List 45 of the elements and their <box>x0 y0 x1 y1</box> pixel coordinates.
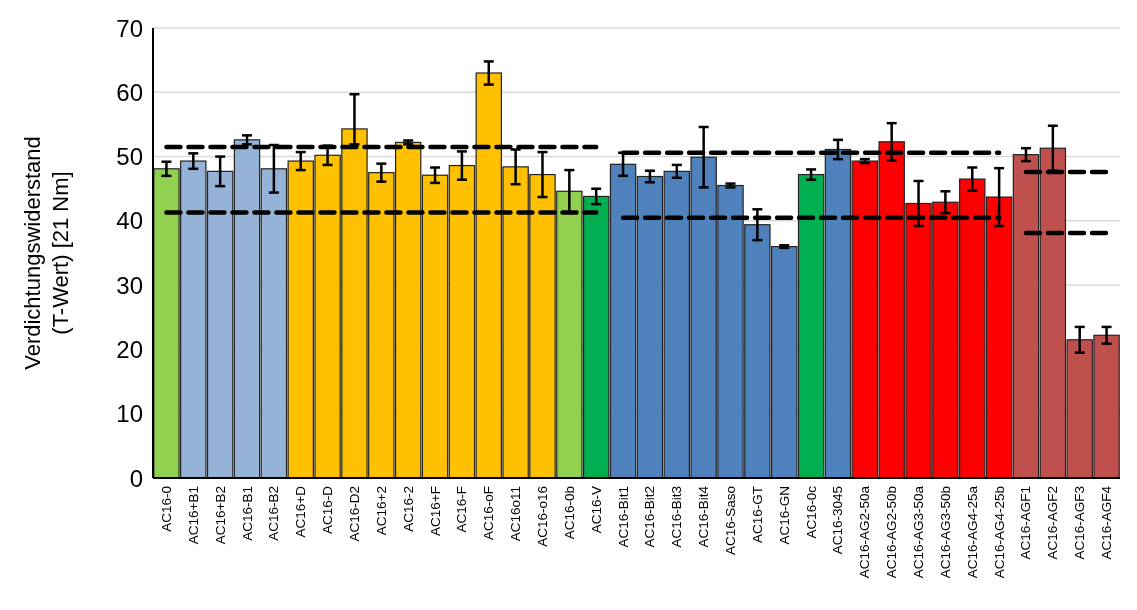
x-tick-label: AC16-AG3-50b <box>937 486 953 579</box>
x-tick-label: AC16+B2 <box>212 486 228 545</box>
x-tick-label: AC16-B2 <box>266 486 282 541</box>
x-tick-label: AC16-D2 <box>346 486 362 542</box>
x-tick-label: AC16-AG4-25b <box>991 486 1007 579</box>
x-tick-label: AC16-AG3-50a <box>911 485 927 579</box>
x-tick-label: AC16-2 <box>400 486 416 532</box>
y-tick-label: 70 <box>116 14 143 42</box>
x-tick-label: AC16-AG4-25a <box>964 485 980 579</box>
x-tick-label: AC16-AGF3 <box>1072 486 1088 560</box>
x-tick-label: AC16+D <box>293 485 309 538</box>
x-tick-label: AC16-B1 <box>239 486 255 541</box>
y-tick-label: 40 <box>116 207 143 235</box>
x-tick-label: AC16-AGF1 <box>1018 486 1034 560</box>
x-tick-label: AC16-F <box>454 486 470 533</box>
x-tick-label: AC16-AGF2 <box>1045 486 1061 560</box>
x-tick-label: AC16-Saso <box>723 486 739 556</box>
x-tick-label: AC16-Bit4 <box>696 485 712 548</box>
x-tick-label: AC16+B1 <box>185 486 201 545</box>
x-tick-label: AC16-V <box>588 486 604 534</box>
x-tick-label: AC16-AG2-50a <box>857 485 873 579</box>
x-tick-label: AC16-GT <box>749 486 765 544</box>
x-tick-label: AC16-Bit1 <box>615 486 631 548</box>
x-tick-label: AC16-AG2-50b <box>884 486 900 579</box>
x-tick-label: AC16-0b <box>561 486 577 540</box>
x-tick-label: AC16o11 <box>508 486 524 542</box>
x-tick-label: AC16-0 <box>158 486 174 532</box>
y-tick-label: 50 <box>116 143 143 171</box>
y-axis-title: Verdichtungswiderstand (T-Wert) [21 Nm] <box>20 136 73 370</box>
y-tick-label: 0 <box>129 464 143 492</box>
x-tick-label: AC16-GN <box>776 486 792 545</box>
x-tick-label: AC16-D <box>320 485 336 535</box>
x-tick-label: AC16+2 <box>373 486 389 536</box>
x-tick-label: AC16-Bit3 <box>669 486 685 548</box>
y-tick-label: 20 <box>116 335 143 363</box>
y-tick-label: 60 <box>116 78 143 106</box>
x-tick-label: AC16-Bit2 <box>642 486 658 548</box>
y-tick-label: 30 <box>116 271 143 299</box>
x-tick-label: AC16-o16 <box>534 486 550 547</box>
y-tick-label: 10 <box>116 400 143 428</box>
x-tick-label: AC16+F <box>427 486 443 536</box>
x-tick-label: AC16-oF <box>481 486 497 541</box>
x-tick-label: AC16-0c <box>803 485 819 539</box>
x-tick-label: AC16-3045 <box>830 486 846 555</box>
x-tick-label: AC16-AGF4 <box>1099 485 1115 560</box>
